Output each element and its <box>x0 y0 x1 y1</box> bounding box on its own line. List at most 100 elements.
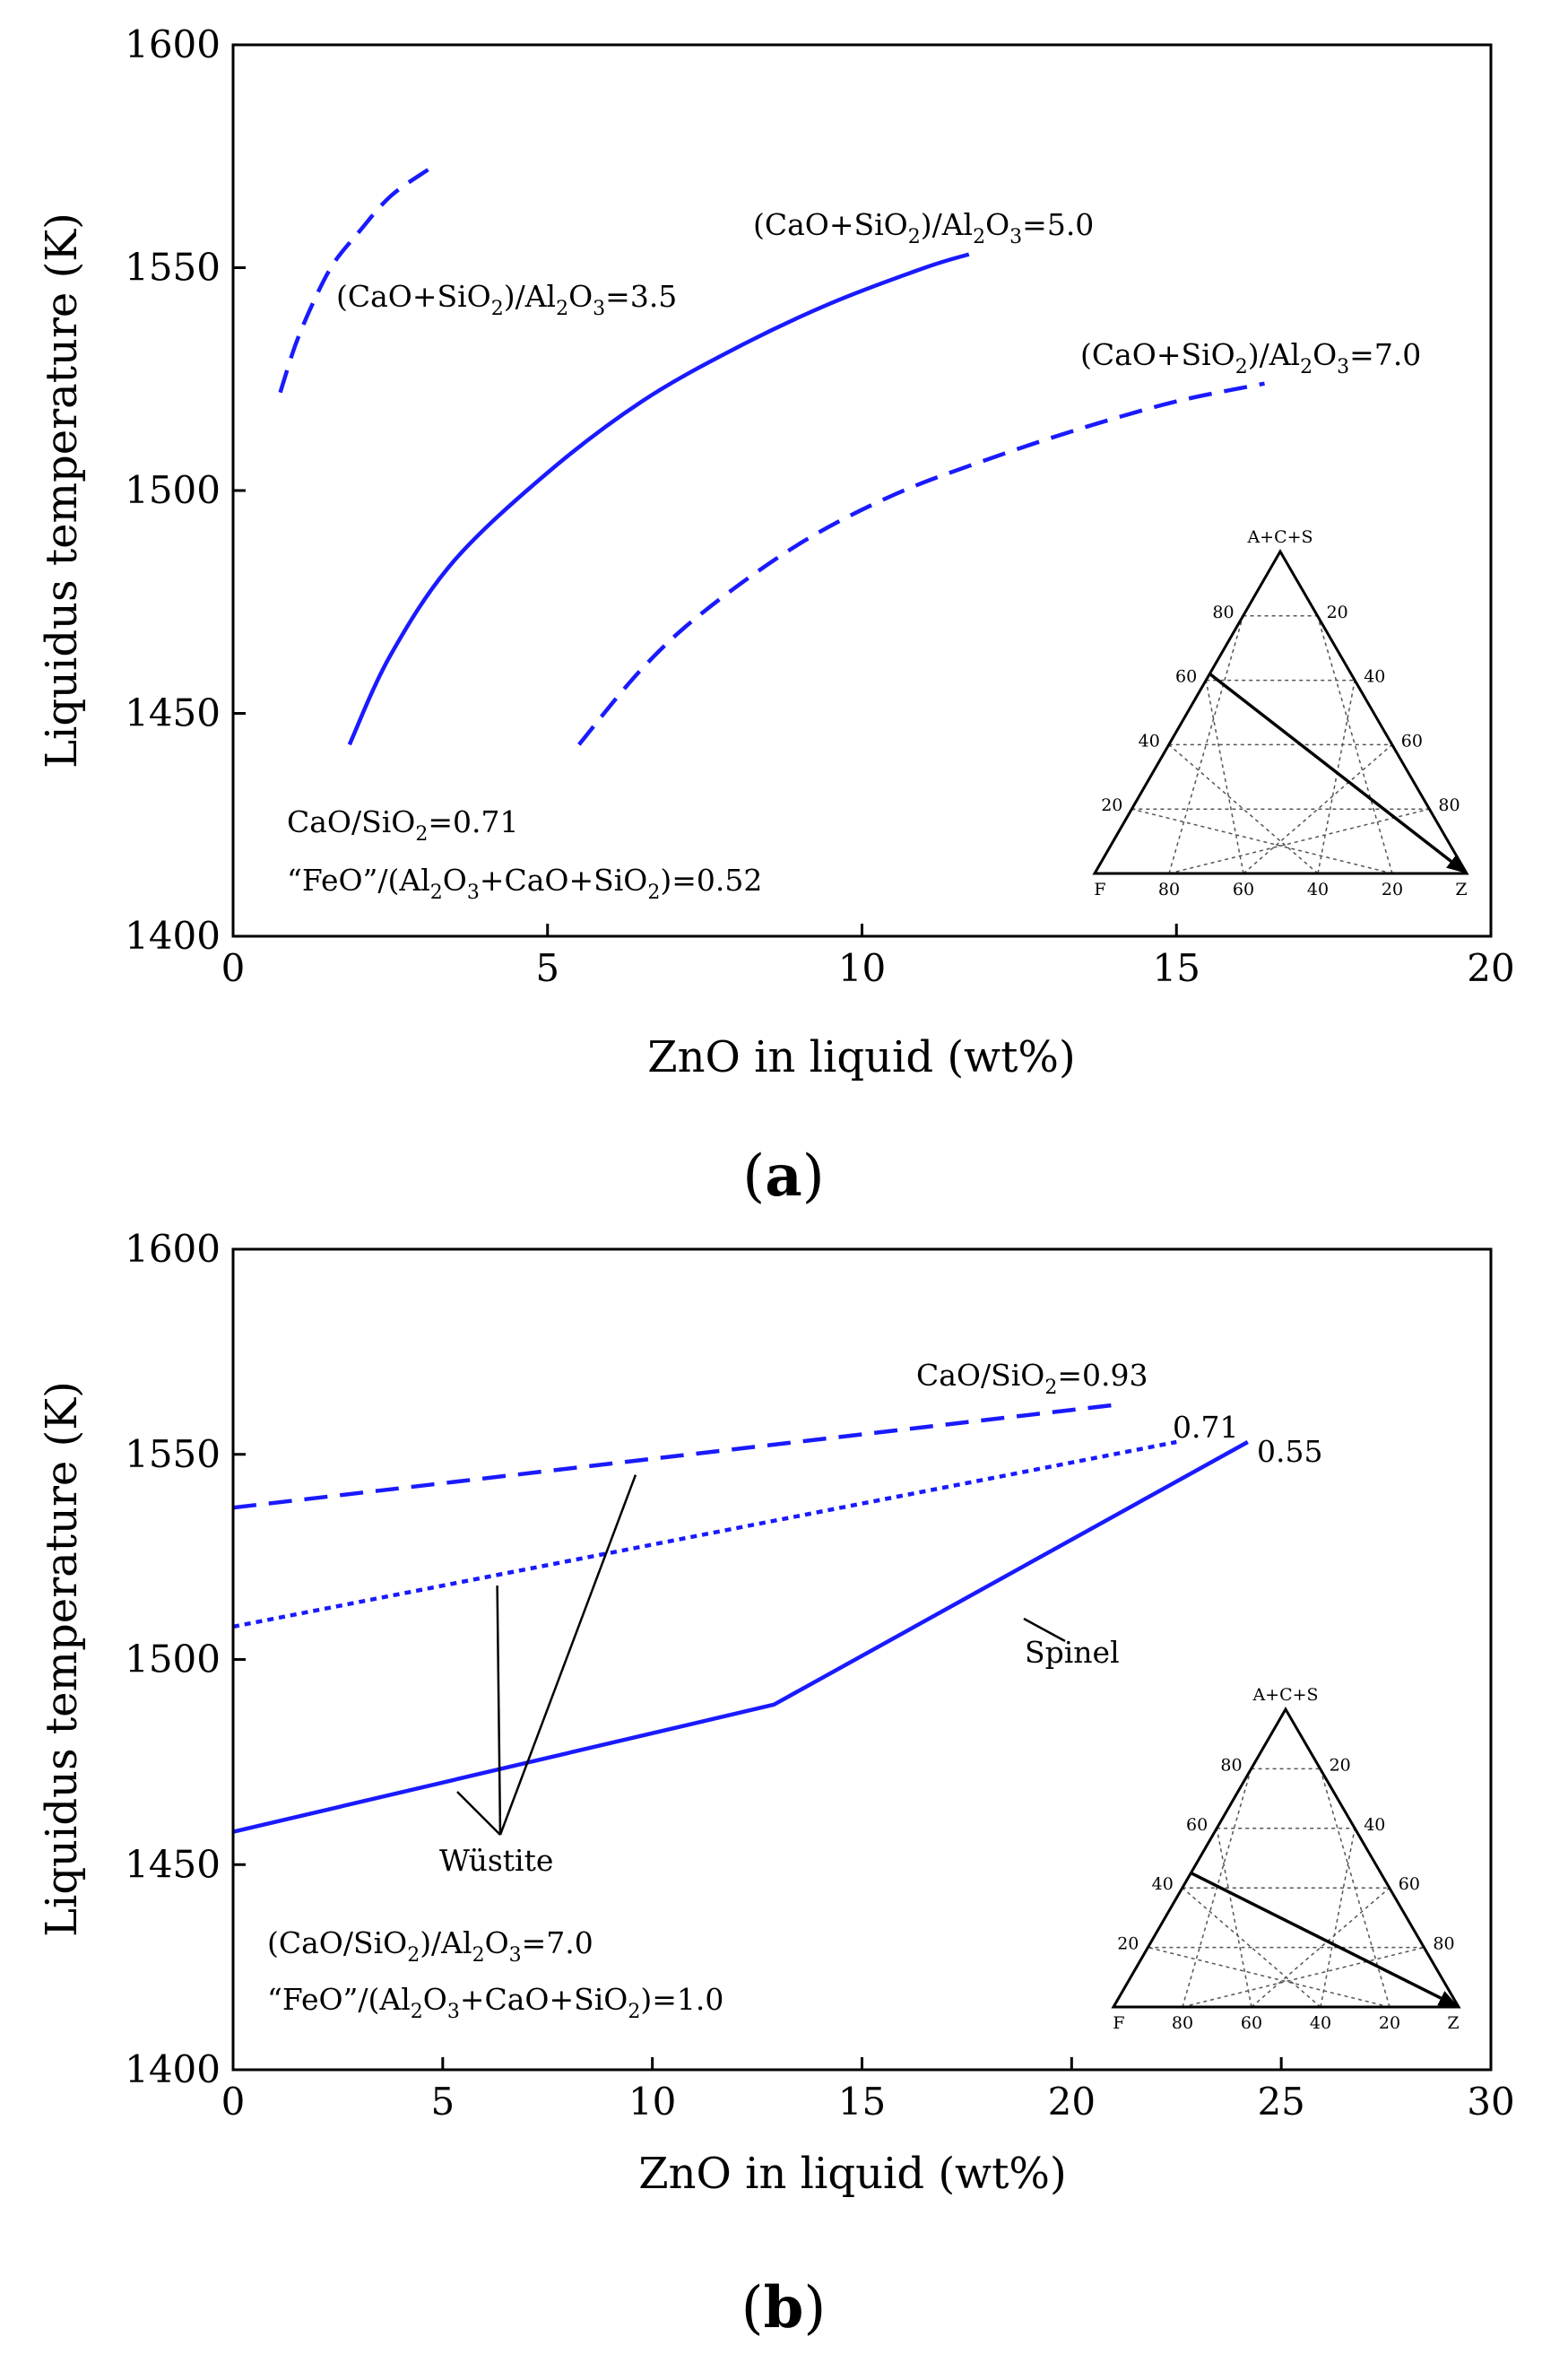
note-a2-part-c: O <box>443 863 467 898</box>
ternary-grid-line <box>1205 680 1244 874</box>
panel-a-ternary-inset: A+C+S F Z 20 40 60 80 20 40 60 80 80 60 40 20 <box>1092 527 1469 899</box>
ternary-arrowhead <box>1437 1991 1459 2007</box>
ternary-grid-line <box>1168 808 1430 874</box>
note-b1-sub-3: 3 <box>509 1944 522 1967</box>
panel-a-x-tick-label: 5 <box>535 946 559 990</box>
note-b1-value: =7.0 <box>522 1925 593 1960</box>
wustite-leader-line <box>496 1585 502 1836</box>
ternary-grid-line <box>1317 680 1356 874</box>
note-a2-sub-3: 2 <box>647 882 660 904</box>
ternary-bottom-tick-label: 60 <box>1233 880 1254 899</box>
label-3-5-value: =3.5 <box>605 279 677 314</box>
ternary-bottom-tick-label: 40 <box>1310 2013 1331 2033</box>
panel-b-label-0-55: 0.55 <box>1257 1434 1322 1469</box>
note-b2-sub-2: 3 <box>447 2001 460 2023</box>
ternary-left-tick-label: 60 <box>1186 1815 1208 1835</box>
label-5-0-sub-2: 2 <box>973 226 985 248</box>
panel-a-note-cao-sio2: CaO/SiO2=0.71 <box>287 804 518 846</box>
wustite-leader-line <box>498 1474 637 1836</box>
panel-a-x-ticks: 0 5 10 15 20 <box>221 924 1515 990</box>
label-093-value: =0.93 <box>1057 1358 1148 1393</box>
note-a1-sub: 2 <box>415 823 428 846</box>
panel-b-series-line-3 <box>232 1440 1249 1834</box>
note-a2-sub-2: 3 <box>467 882 480 904</box>
note-b1-part-e: O <box>485 1925 509 1960</box>
ternary-right-tick-label: 20 <box>1327 603 1348 622</box>
panel-b-series-line-1 <box>232 1403 1114 1510</box>
ternary-apex-right-label: Z <box>1447 2013 1459 2033</box>
panel-a-x-tick-label: 15 <box>1153 946 1200 990</box>
panel-a-label-ratio-3-5: (CaO+SiO2)/Al2O3=3.5 <box>336 279 677 320</box>
note-b2-sub-3: 2 <box>628 2001 640 2023</box>
panel-b-y-ticks: 1400 1450 1500 1550 1600 <box>125 1227 246 2091</box>
panel-b-x-tick-label: 15 <box>838 2080 886 2124</box>
label-3-5-sub-1: 2 <box>491 298 504 320</box>
spinel-leader-line <box>1023 1617 1066 1643</box>
panel-b-y-tick-label: 1500 <box>125 1638 221 1681</box>
ternary-composition-path <box>1208 673 1452 863</box>
panel-a-series-line-3 <box>577 381 1265 746</box>
panel-a-y-tick-label: 1600 <box>125 22 221 66</box>
ternary-grid-line <box>1182 1887 1321 2008</box>
label-3-5-part-c: )/Al <box>504 279 556 314</box>
ternary-grid-line <box>1316 615 1393 874</box>
panel-b-note-ratio: (CaO/SiO2)/Al2O3=7.0 <box>267 1925 593 1967</box>
ternary-right-tick-label: 80 <box>1438 795 1460 815</box>
label-3-5-part-a: (CaO+SiO <box>336 279 491 314</box>
panel-b-series-line-2 <box>232 1439 1177 1629</box>
label-093-part-a: CaO/SiO <box>916 1358 1044 1393</box>
ternary-bottom-tick-label: 60 <box>1241 2013 1262 2033</box>
panel-b-label-cao-sio2-0-93: CaO/SiO2=0.93 <box>916 1358 1148 1399</box>
panel-a-label: (a) <box>742 1142 824 1210</box>
note-a1-part-a: CaO/SiO <box>287 804 415 839</box>
panel-a-y-tick-label: 1550 <box>125 246 221 290</box>
panel-b-annotation-wustite: Wüstite <box>439 1843 553 1878</box>
panel-b-y-tick-label: 1400 <box>125 2047 221 2091</box>
panel-a-y-axis-label: Liquidus temperature (K) <box>37 213 87 769</box>
ternary-composition-path <box>1190 1872 1442 2000</box>
ternary-triangle <box>1092 549 1469 875</box>
panel-b-x-tick-label: 20 <box>1048 2080 1096 2124</box>
ternary-grid-line <box>1182 1946 1425 2008</box>
panel-b-annotation-spinel: Spinel <box>1025 1635 1120 1670</box>
ternary-right-tick-label: 60 <box>1399 1874 1420 1894</box>
panel-b-x-ticks: 0 5 10 15 20 25 30 <box>221 2057 1515 2124</box>
ternary-grid-line <box>1320 1828 1356 2008</box>
ternary-apex-right-label: Z <box>1455 880 1467 899</box>
panel-b-marks <box>232 1403 1249 1836</box>
panel-a-x-tick-label: 10 <box>838 946 886 990</box>
note-b2-part-e: +CaO+SiO <box>460 1982 628 2017</box>
panel-a-series-line-2 <box>347 252 970 746</box>
note-a2-part-a: “FeO”/(Al <box>287 863 430 898</box>
panel-b-ternary-inset: A+C+S F Z 20 40 60 80 20 40 60 80 80 60 40 20 <box>1111 1685 1461 2033</box>
label-7-0-sub-2: 2 <box>1300 356 1312 378</box>
panel-b-note-feo: “FeO”/(Al2O3+CaO+SiO2)=1.0 <box>267 1982 723 2023</box>
note-b1-part-c: )/Al <box>420 1925 472 1960</box>
ternary-left-tick-label: 60 <box>1175 667 1197 687</box>
ternary-right-tick-label: 20 <box>1330 1755 1351 1775</box>
ternary-left-tick-label: 40 <box>1152 1874 1174 1894</box>
label-5-0-part-c: )/Al <box>921 207 973 242</box>
panel-b: 0 5 10 15 20 25 30 1400 1450 1500 1550 1600 ZnO in… <box>37 1227 1515 2341</box>
panel-a-y-tick-label: 1450 <box>125 691 221 735</box>
panel-b-x-tick-label: 5 <box>430 2080 455 2124</box>
panel-a: 0 5 10 15 20 1400 1450 1500 1550 1600 ZnO in liq… <box>37 22 1515 1210</box>
label-3-5-part-e: O <box>568 279 593 314</box>
ternary-triangle <box>1111 1707 1461 2009</box>
ternary-apex-left-label: F <box>1094 880 1105 899</box>
ternary-grid-line <box>1251 1887 1390 2008</box>
label-093-sub: 2 <box>1044 1377 1057 1399</box>
panel-b-y-tick-label: 1600 <box>125 1227 221 1271</box>
panel-b-y-tick-label: 1450 <box>125 1842 221 1886</box>
label-7-0-sub-3: 3 <box>1337 356 1349 378</box>
ternary-grid-line <box>1168 615 1244 874</box>
ternary-bottom-tick-label: 80 <box>1172 2013 1193 2033</box>
panel-a-x-tick-label: 20 <box>1467 946 1514 990</box>
note-b1-sub-2: 2 <box>472 1944 485 1967</box>
label-5-0-part-a: (CaO+SiO <box>753 207 908 242</box>
label-7-0-sub-1: 2 <box>1235 356 1248 378</box>
label-5-0-value: =5.0 <box>1022 207 1094 242</box>
panel-a-y-ticks: 1400 1450 1500 1550 1600 <box>125 22 246 958</box>
ternary-grid-line <box>1148 1946 1390 2008</box>
ternary-left-tick-label: 80 <box>1212 603 1234 622</box>
